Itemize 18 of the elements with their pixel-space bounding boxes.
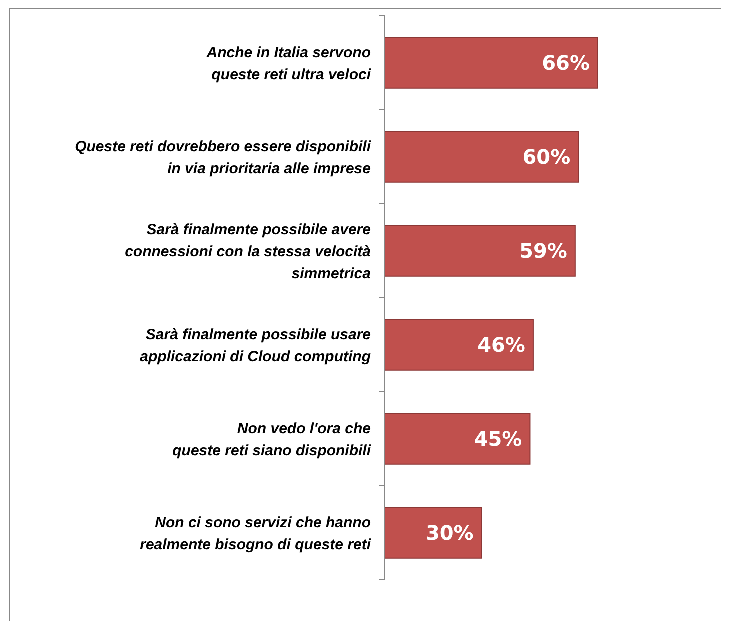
bar: [384, 413, 531, 465]
y-tick-label: Non ci sono servizi che hanno realmente bisogno di queste reti: [140, 514, 372, 554]
bar: [384, 37, 598, 89]
data-label: 59%: [520, 239, 568, 263]
y-tick-label: Non vedo l'ora che queste reti siano disponibili: [172, 420, 372, 460]
y-tick-label: Sarà finalmente possibile usare applicazioni di Cloud computing: [140, 326, 371, 366]
data-label: 45%: [474, 427, 522, 451]
y-tick-label: Sarà finalmente possibile avere connessioni con la stessa velocità simmetrica: [125, 221, 371, 282]
bar: [384, 225, 576, 277]
data-label: 66%: [542, 51, 590, 75]
y-tick-label: Queste reti dovrebbero essere disponibili in via prioritaria alle imprese: [75, 138, 372, 178]
data-label: 46%: [478, 333, 526, 357]
bar: [384, 507, 482, 559]
bar: [384, 319, 534, 371]
y-tick-label: Anche in Italia servono queste reti ultra veloci: [206, 44, 372, 84]
data-label: 60%: [522, 145, 571, 169]
data-label: 30%: [426, 521, 474, 545]
bar: [384, 131, 580, 183]
